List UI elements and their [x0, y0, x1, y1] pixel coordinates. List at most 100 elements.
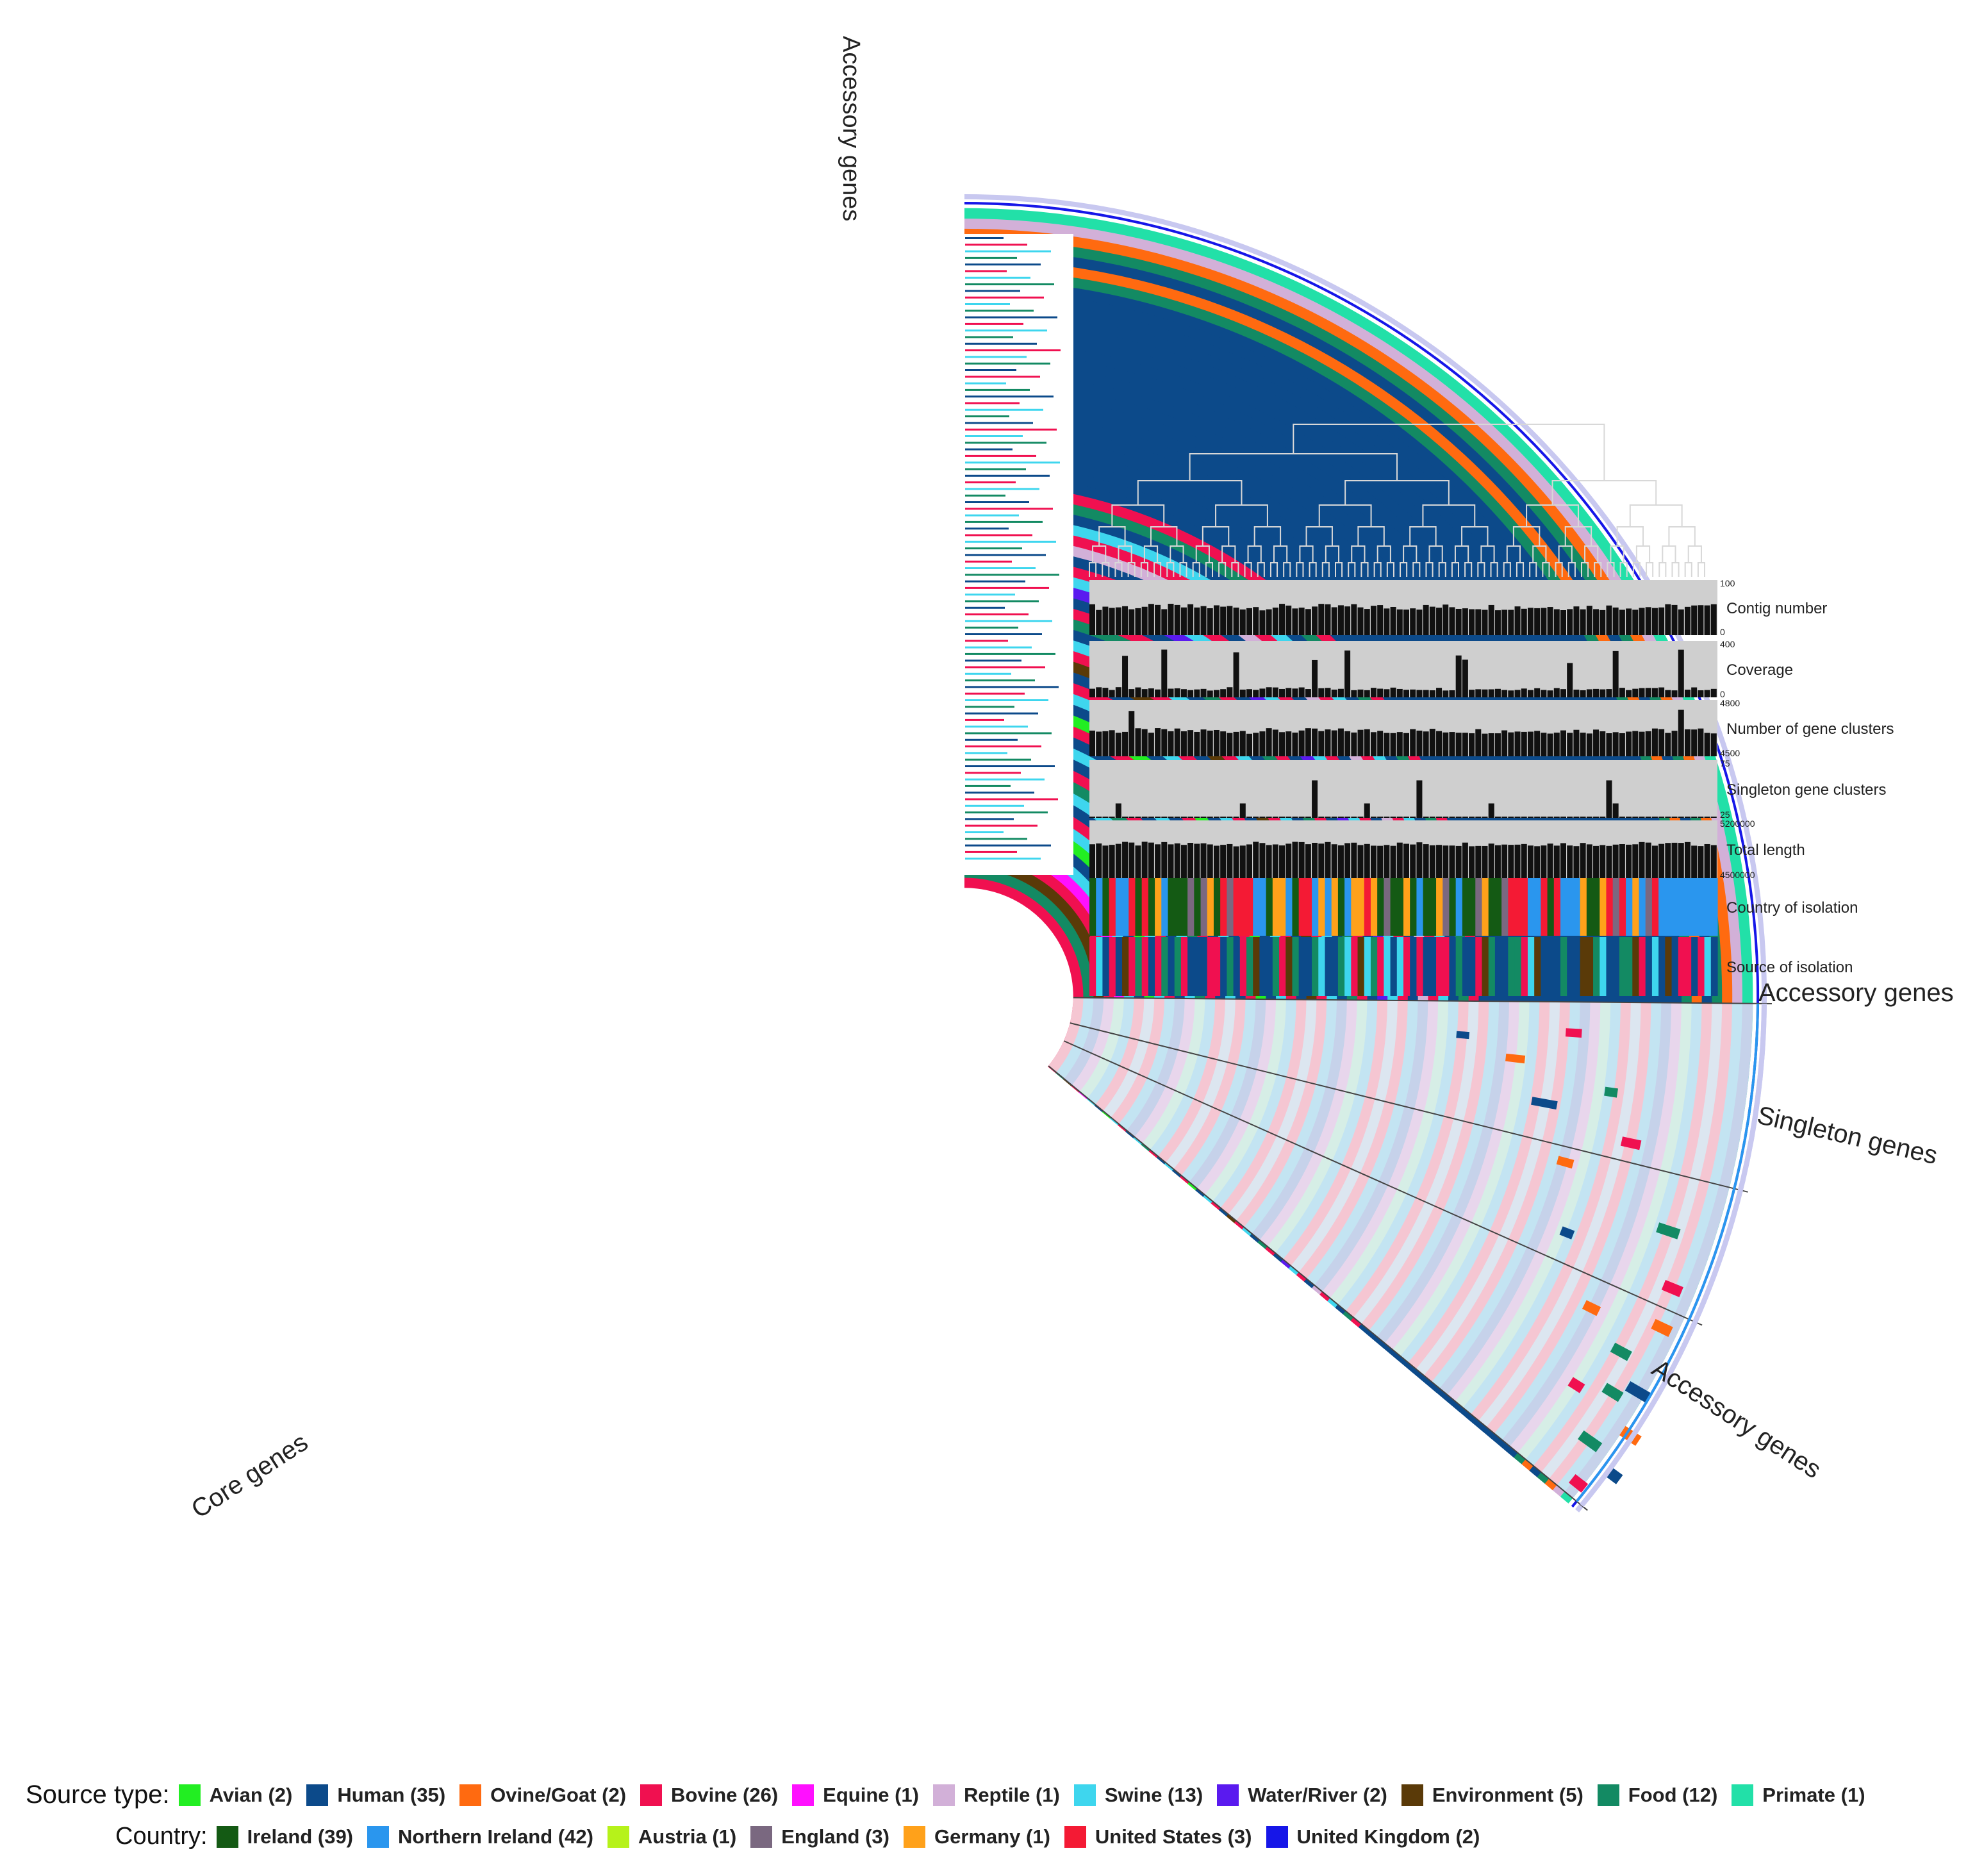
track-cell: [1665, 878, 1673, 936]
track-bar: [1377, 731, 1384, 756]
track-bar: [1416, 730, 1423, 756]
track-bar: [1155, 728, 1161, 756]
track-bar: [1298, 607, 1305, 635]
track-bar: [1560, 730, 1567, 756]
track-bar: [1253, 817, 1259, 818]
dendrogram-branch: [1646, 562, 1654, 577]
track-bar: [1239, 845, 1246, 878]
track-bar: [1089, 688, 1096, 697]
track-cell: [1312, 878, 1319, 936]
source-type-legend-item: Avian (2): [178, 1784, 292, 1807]
track-bar: [1553, 688, 1560, 697]
track-bar: [1436, 608, 1443, 635]
track-bar: [1155, 817, 1161, 818]
track-bar: [1541, 690, 1547, 697]
track-bar: [1527, 731, 1533, 756]
track-bar: [1266, 817, 1272, 818]
track-cell: [1534, 878, 1541, 936]
accessory-ring: [1259, 1000, 1358, 1247]
track-bar: [1710, 817, 1717, 818]
track-cell: [1423, 937, 1430, 996]
track-bar: [1553, 845, 1560, 878]
track-bar: [1253, 733, 1259, 756]
track-cell: [1102, 937, 1110, 996]
region-divider: [1070, 1022, 1748, 1193]
track-cell: [1337, 937, 1345, 996]
genome-label: [965, 784, 1011, 787]
genome-label: [965, 237, 1004, 239]
track-bar: [1429, 606, 1435, 635]
track-bar: [1272, 687, 1278, 697]
track-bar: [1396, 817, 1403, 818]
track-bar: [1285, 605, 1292, 635]
genome-label: [965, 633, 1042, 635]
country-swatch: [216, 1825, 238, 1848]
accessory-ring: [1306, 1000, 1419, 1286]
track-axis-max: 4800: [1720, 698, 1740, 708]
genome-label: [965, 369, 1016, 371]
track-bar: [1233, 731, 1239, 756]
track-bar: [1494, 733, 1501, 756]
track-bar: [1553, 817, 1560, 818]
genome-label: [965, 296, 1044, 299]
track-bar: [1541, 817, 1547, 818]
track-bar: [1227, 843, 1233, 878]
country-swatch: [904, 1825, 925, 1848]
track-bar: [1560, 817, 1567, 818]
region-divider: [1048, 1065, 1588, 1511]
source-type-legend-item: Ovine/Goat (2): [459, 1784, 626, 1807]
track-cell: [1527, 878, 1535, 936]
gene-cluster-mark: [1661, 1280, 1683, 1297]
track-label: Singleton gene clusters: [1726, 781, 1887, 799]
track-bar: [1187, 843, 1194, 878]
track-bar: [1410, 608, 1416, 635]
country-swatch: [1266, 1825, 1288, 1848]
track-bar: [1462, 817, 1468, 818]
track-bar: [1698, 605, 1704, 635]
track-bar: [1573, 689, 1580, 697]
track-background: [1089, 760, 1717, 818]
track-bar: [1462, 733, 1468, 756]
gene-cluster-mark: [1568, 1473, 1589, 1493]
track-cell: [1501, 878, 1509, 936]
track-bar: [1534, 846, 1541, 878]
track-cell: [1651, 878, 1659, 936]
track-bar: [1403, 610, 1410, 635]
track-cell: [1161, 878, 1169, 936]
track-axis-min: 25: [1720, 809, 1730, 820]
genome-label: [965, 686, 1059, 688]
track-bar: [1396, 842, 1403, 878]
genome-label: [965, 745, 1041, 748]
accessory-ring: [1071, 997, 1114, 1092]
track-bar: [1541, 733, 1547, 756]
track-cell: [1357, 878, 1365, 936]
track-cell: [1266, 878, 1273, 936]
track-bar: [1547, 843, 1553, 878]
track-cell: [1298, 937, 1306, 996]
track-bar: [1207, 817, 1213, 818]
track-bar: [1096, 817, 1102, 818]
track-bar: [1573, 729, 1580, 756]
track-bar: [1331, 817, 1337, 818]
genome-label: [965, 422, 1033, 424]
genome-label: [965, 752, 1007, 754]
track-cell: [1573, 878, 1581, 936]
track-bar: [1096, 731, 1102, 756]
track-cell: [1141, 878, 1149, 936]
country-legend-item: Germany (1): [904, 1825, 1050, 1848]
track-bar: [1416, 690, 1423, 697]
track-cell: [1128, 937, 1136, 996]
track-bar: [1351, 604, 1357, 635]
track-bar: [1691, 687, 1698, 697]
track-bar: [1626, 817, 1632, 818]
track-bar: [1135, 845, 1141, 878]
track-bar: [1488, 689, 1494, 697]
track-bar: [1449, 732, 1455, 756]
track-bar: [1102, 845, 1109, 878]
track-cell: [1553, 937, 1561, 996]
track-bar: [1227, 733, 1233, 756]
track-bar: [1141, 689, 1148, 697]
track-bar: [1573, 606, 1580, 635]
track-bar: [1207, 690, 1213, 697]
track-bar: [1180, 817, 1187, 818]
